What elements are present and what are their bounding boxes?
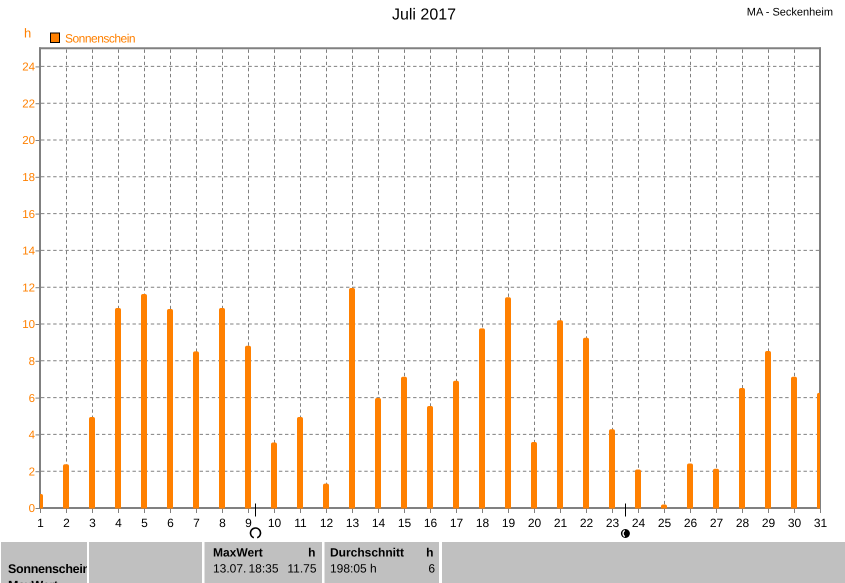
svg-text:9: 9 [245,516,252,530]
svg-text:0: 0 [29,503,35,515]
svg-text:31: 31 [814,516,828,530]
svg-text:MaxWert: MaxWert [213,546,263,560]
svg-text:18: 18 [22,172,35,184]
svg-text:29: 29 [762,516,776,530]
svg-text:6: 6 [167,516,174,530]
svg-text:6: 6 [29,393,35,405]
svg-text:22: 22 [580,516,594,530]
svg-text:14: 14 [22,246,35,258]
svg-text:5: 5 [141,516,148,530]
svg-text:11.75: 11.75 [287,562,316,576]
svg-text:26: 26 [684,516,698,530]
svg-text:10: 10 [22,319,35,331]
svg-text:4: 4 [29,430,36,442]
svg-text:13.07.: 13.07. [213,562,246,576]
svg-text:8: 8 [29,356,35,368]
svg-text:h: h [308,546,315,560]
svg-text:198:05 h: 198:05 h [330,562,377,576]
svg-text:22: 22 [22,98,35,110]
svg-text:12: 12 [22,282,35,294]
svg-text:10: 10 [268,516,282,530]
svg-text:18:35: 18:35 [249,562,279,576]
svg-text:20: 20 [528,516,542,530]
svg-text:2: 2 [29,466,35,478]
svg-text:21: 21 [554,516,568,530]
svg-text:h: h [426,546,433,560]
svg-text:15: 15 [398,516,412,530]
svg-text:2: 2 [63,516,70,530]
svg-text:12: 12 [320,516,334,530]
svg-text:7: 7 [193,516,200,530]
svg-text:8: 8 [219,516,226,530]
svg-text:14: 14 [372,516,386,530]
svg-text:25: 25 [658,516,672,530]
svg-text:24: 24 [632,516,646,530]
svg-text:30: 30 [788,516,802,530]
svg-text:h: h [24,25,31,40]
svg-text:18: 18 [476,516,490,530]
svg-text:Sonnenschein: Sonnenschein [8,562,90,576]
svg-text:1: 1 [37,516,44,530]
svg-text:MA - Seckenheim: MA - Seckenheim [747,7,833,19]
svg-text:Durchschnitt: Durchschnitt [330,546,404,560]
svg-text:28: 28 [736,516,750,530]
svg-text:MaxWert: MaxWert [8,579,59,583]
svg-text:3: 3 [89,516,96,530]
svg-text:16: 16 [424,516,438,530]
svg-text:19: 19 [502,516,516,530]
svg-text:6: 6 [428,562,435,576]
svg-text:13: 13 [346,516,360,530]
svg-text:20: 20 [22,135,35,147]
svg-text:27: 27 [710,516,724,530]
svg-text:11: 11 [294,516,307,530]
svg-text:4: 4 [115,516,122,530]
svg-text:17: 17 [450,516,464,530]
svg-text:Juli 2017: Juli 2017 [392,7,456,24]
svg-text:23: 23 [606,516,620,530]
svg-text:24: 24 [22,62,35,74]
svg-text:Sonnenschein: Sonnenschein [65,32,135,46]
svg-text:16: 16 [22,209,35,221]
